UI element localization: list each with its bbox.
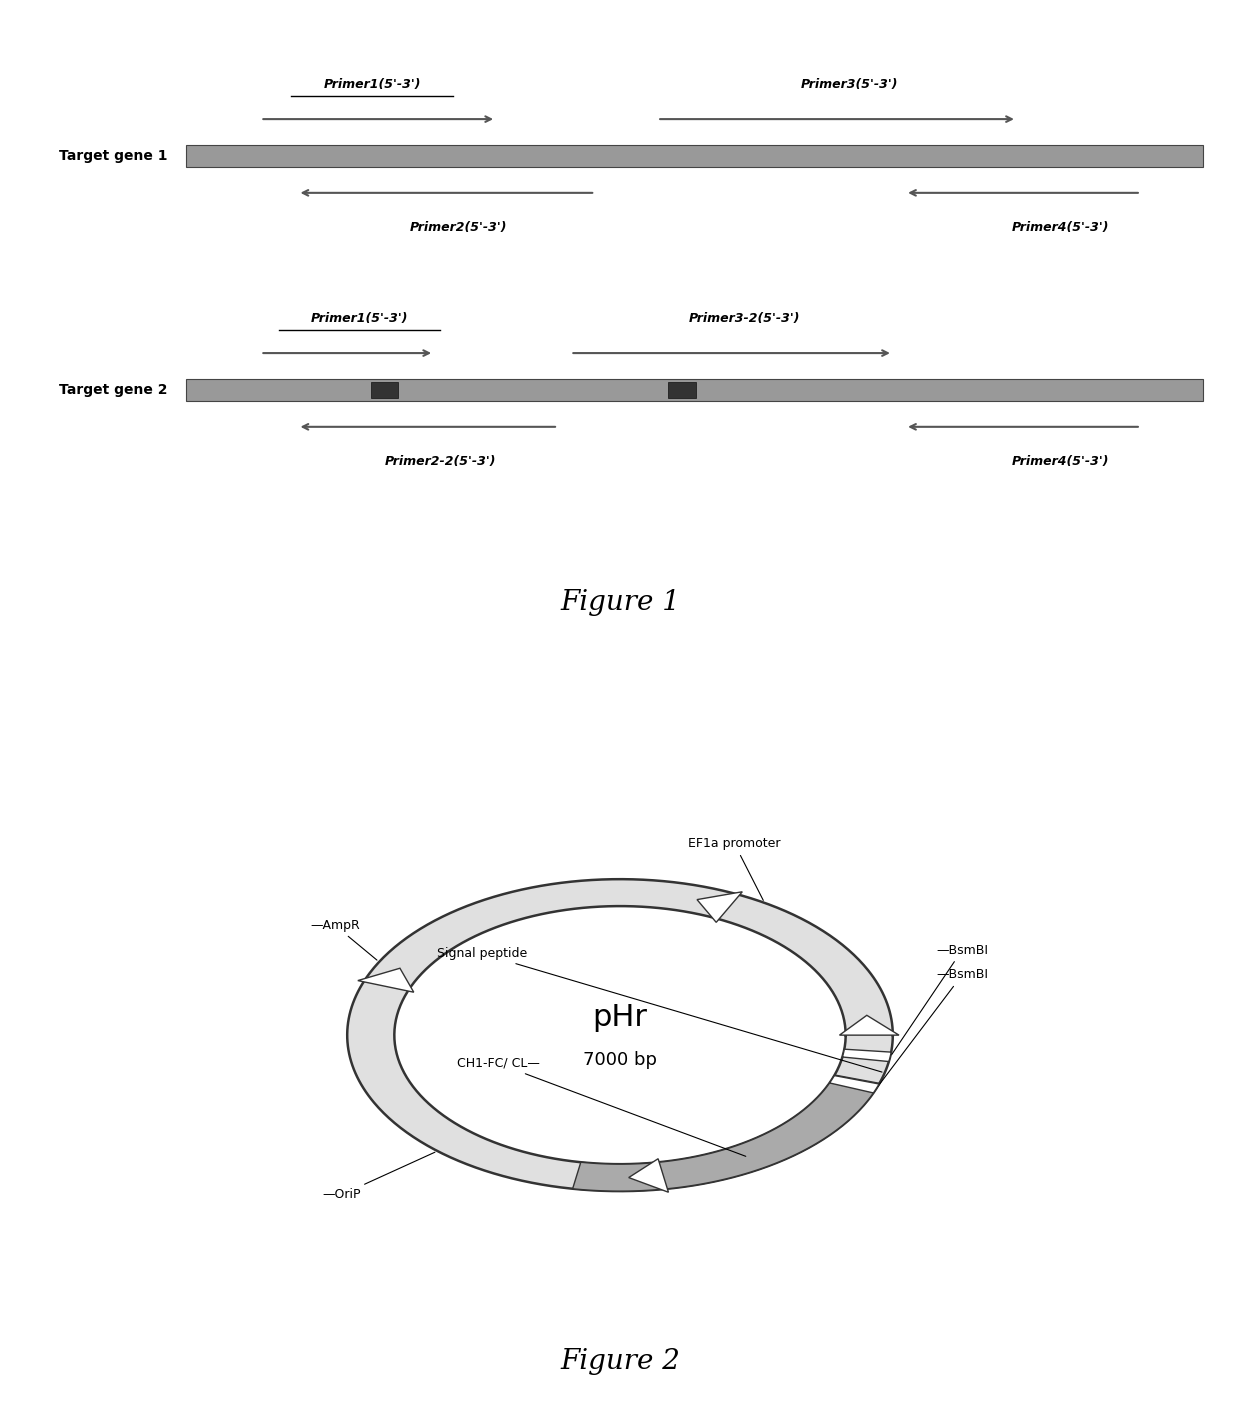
- Polygon shape: [830, 1075, 879, 1093]
- Text: —BsmBI: —BsmBI: [878, 968, 988, 1086]
- Text: Target gene 1: Target gene 1: [60, 149, 167, 163]
- Polygon shape: [842, 1049, 892, 1062]
- Bar: [186, 380, 1203, 401]
- Text: Target gene 2: Target gene 2: [60, 383, 167, 397]
- Bar: [371, 383, 398, 398]
- Polygon shape: [839, 1015, 899, 1035]
- Text: —OriP: —OriP: [322, 1153, 435, 1201]
- Text: Primer3(5'-3'): Primer3(5'-3'): [801, 78, 898, 91]
- Polygon shape: [573, 1075, 879, 1191]
- Polygon shape: [629, 1159, 668, 1193]
- Bar: [668, 383, 696, 398]
- Text: 7000 bp: 7000 bp: [583, 1051, 657, 1069]
- Text: EF1a promoter: EF1a promoter: [688, 837, 781, 900]
- Text: Figure 1: Figure 1: [560, 588, 680, 617]
- Text: Primer2-2(5'-3'): Primer2-2(5'-3'): [384, 455, 496, 468]
- Bar: [186, 146, 1203, 167]
- Text: pHr: pHr: [593, 1003, 647, 1032]
- Text: Primer2(5'-3'): Primer2(5'-3'): [410, 221, 507, 234]
- Text: Figure 2: Figure 2: [560, 1347, 680, 1375]
- Text: Primer3-2(5'-3'): Primer3-2(5'-3'): [688, 312, 800, 325]
- Text: Signal peptide: Signal peptide: [436, 947, 882, 1072]
- Text: Primer4(5'-3'): Primer4(5'-3'): [1012, 455, 1109, 468]
- Text: —BsmBI: —BsmBI: [892, 943, 988, 1055]
- Text: CH1-FC/ CL—: CH1-FC/ CL—: [456, 1056, 745, 1156]
- Text: Primer4(5'-3'): Primer4(5'-3'): [1012, 221, 1109, 234]
- Polygon shape: [358, 968, 414, 993]
- Polygon shape: [347, 879, 893, 1191]
- Text: Primer1(5'-3'): Primer1(5'-3'): [324, 78, 420, 91]
- Text: —AmpR: —AmpR: [310, 919, 377, 960]
- Text: Primer1(5'-3'): Primer1(5'-3'): [311, 312, 408, 325]
- Polygon shape: [697, 892, 743, 922]
